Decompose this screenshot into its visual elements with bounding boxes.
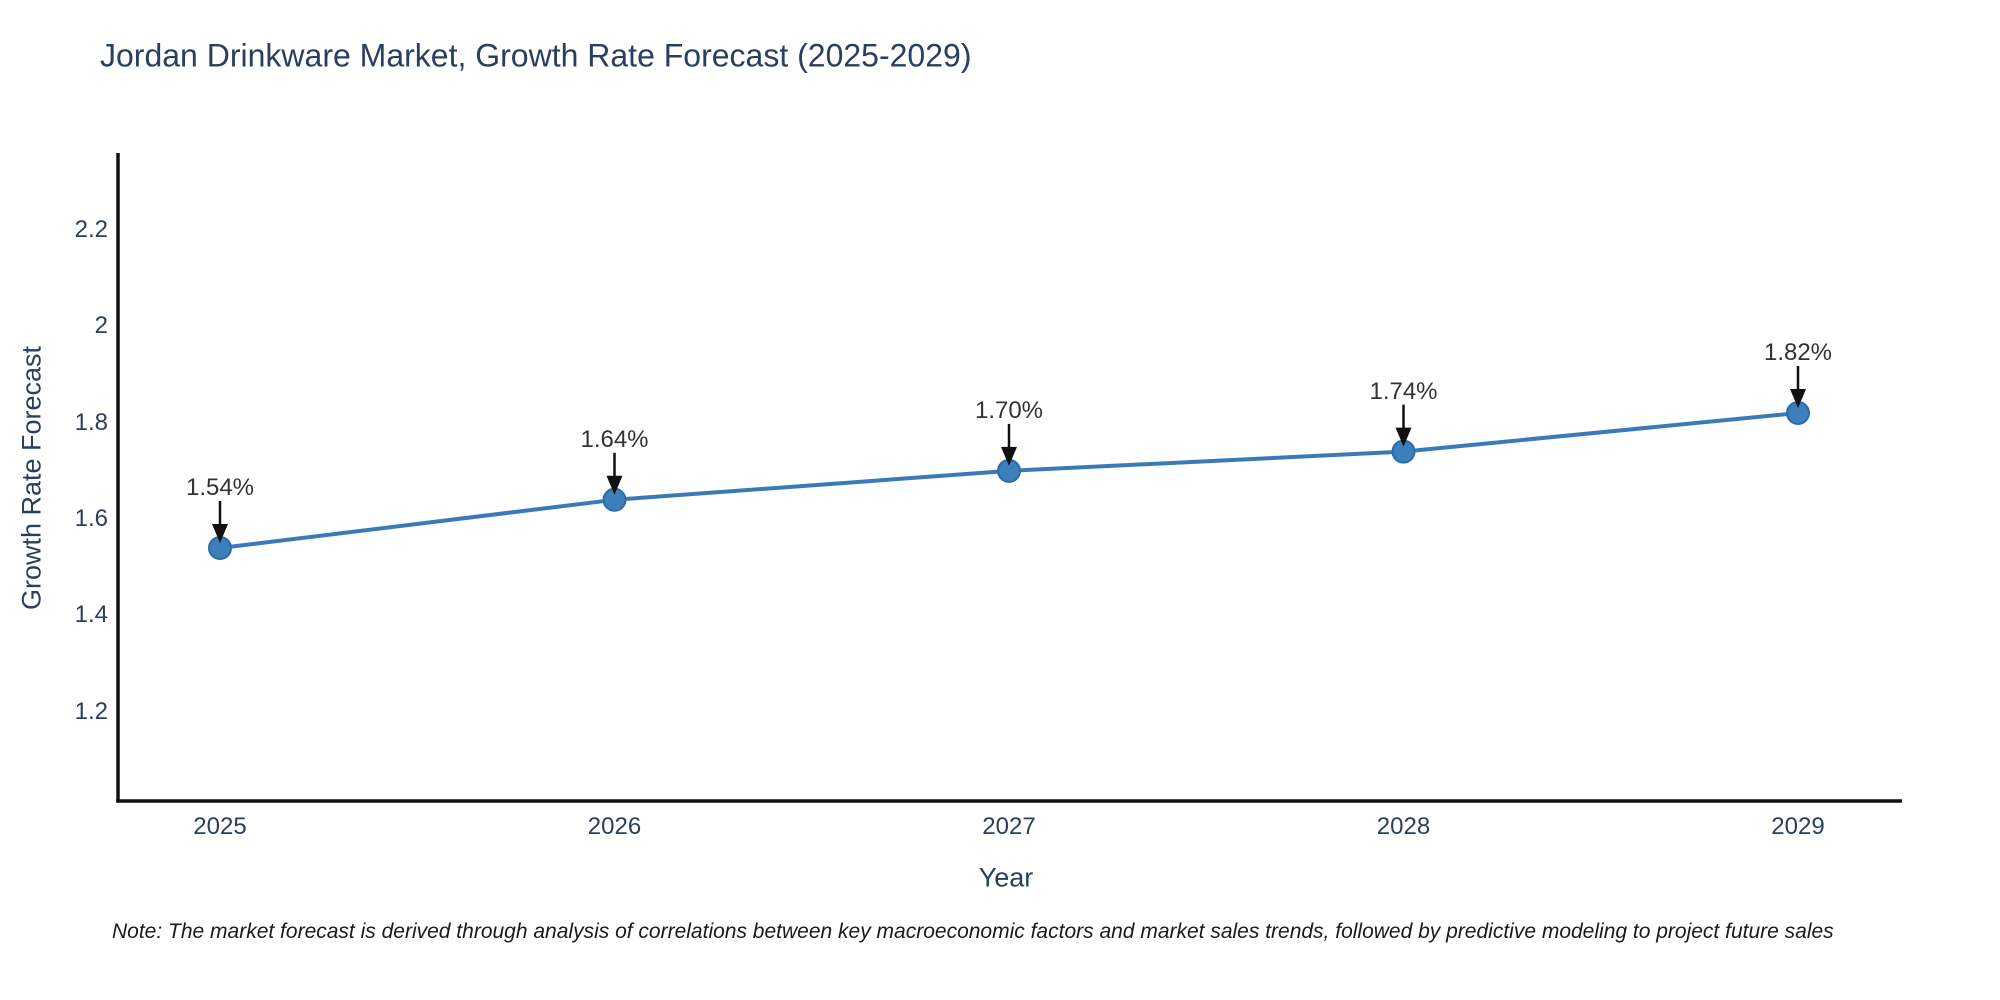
chart-title: Jordan Drinkware Market, Growth Rate For… bbox=[100, 37, 972, 74]
x-tick-label: 2025 bbox=[193, 813, 247, 840]
annotation-arrowhead bbox=[1395, 427, 1412, 447]
x-tick-label: 2028 bbox=[1376, 813, 1431, 840]
point-annotation-label: 1.74% bbox=[1369, 377, 1438, 405]
x-tick-label: 2026 bbox=[587, 813, 642, 840]
point-annotation-label: 1.82% bbox=[1763, 339, 1833, 367]
y-axis-title: Growth Rate Forecast bbox=[16, 345, 47, 611]
y-tick-label: 2.2 bbox=[74, 215, 108, 243]
point-annotation-label: 1.70% bbox=[974, 396, 1044, 424]
footnote: Note: The market forecast is derived thr… bbox=[112, 920, 1834, 943]
annotation-arrowhead bbox=[1790, 389, 1806, 409]
y-tick-label: 1.6 bbox=[74, 505, 108, 533]
x-tick-label: 2027 bbox=[982, 813, 1036, 840]
point-annotation-label: 1.54% bbox=[185, 474, 255, 501]
y-tick-label: 1.4 bbox=[74, 601, 108, 629]
y-tick-label: 1.8 bbox=[74, 408, 108, 436]
point-annotation-label: 1.64% bbox=[580, 425, 649, 453]
annotation-arrowhead bbox=[1001, 446, 1017, 466]
x-axis-title: Year bbox=[978, 862, 1034, 893]
x-tick-label: 2029 bbox=[1771, 813, 1825, 840]
annotation-arrowhead bbox=[212, 524, 228, 543]
y-tick-label: 1.2 bbox=[74, 697, 108, 725]
annotation-arrowhead bbox=[606, 475, 623, 495]
y-tick-label: 2 bbox=[94, 312, 108, 340]
